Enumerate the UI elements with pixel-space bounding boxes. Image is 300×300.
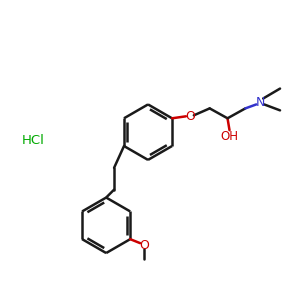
Text: O: O [139,238,149,252]
Text: HCl: HCl [22,134,44,147]
Text: N: N [256,96,265,109]
Text: O: O [185,110,195,123]
Text: OH: OH [220,130,238,142]
